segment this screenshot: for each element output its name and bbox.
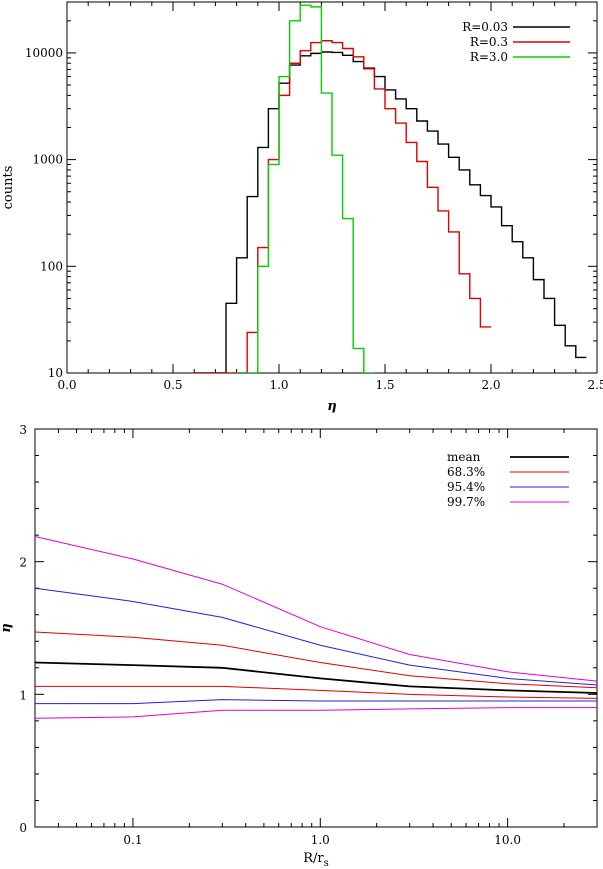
x-tick-label: 1.0 bbox=[269, 378, 288, 392]
y-tick-label: 3 bbox=[19, 423, 27, 437]
legend-label: R=3.0 bbox=[470, 50, 508, 64]
legend-label: R=0.03 bbox=[462, 20, 508, 34]
x-tick-label: 0.0 bbox=[57, 378, 76, 392]
x-tick-label: 2.5 bbox=[587, 378, 603, 392]
series-line-95.4% bbox=[35, 699, 597, 705]
plot-frame bbox=[34, 428, 598, 828]
series-line-R=3.0 bbox=[236, 4, 375, 373]
plot-frame bbox=[66, 1, 598, 374]
x-axis-label: R/rs bbox=[303, 851, 329, 869]
x-tick-label: 1.0 bbox=[311, 833, 330, 847]
x-tick-label: 1.5 bbox=[375, 378, 394, 392]
y-tick-label: 1 bbox=[19, 688, 27, 702]
x-tick-label: 0.1 bbox=[123, 833, 142, 847]
y-tick-label: 10 bbox=[48, 366, 63, 380]
legend-label: 68.3% bbox=[447, 465, 485, 479]
legend-label: 95.4% bbox=[447, 480, 485, 494]
y-axis-label: η bbox=[0, 623, 14, 632]
series-line-95.4% bbox=[34, 587, 598, 686]
y-axis-label: counts bbox=[1, 166, 16, 210]
y-tick-label: 2 bbox=[19, 556, 27, 570]
series-line-99.7% bbox=[34, 535, 598, 682]
series-line-99.7% bbox=[34, 707, 597, 719]
legend-label: 99.7% bbox=[447, 495, 485, 509]
y-tick-label: 100 bbox=[40, 259, 63, 273]
histogram-panel: 0.0 0.5 1.0 1.5 2.0 2.5 10 100 1000 10000 η counts R… bbox=[1, 1, 603, 414]
series-line-mean bbox=[34, 661, 598, 694]
x-tick-label: 10.0 bbox=[494, 833, 521, 847]
series-line-R=0.3 bbox=[194, 40, 491, 373]
x-tick-label: 2.0 bbox=[481, 378, 500, 392]
series-line-68.3% bbox=[34, 631, 598, 689]
x-axis-label: η bbox=[327, 399, 336, 414]
x-tick-label: 0.5 bbox=[163, 378, 182, 392]
y-tick-label: 0 bbox=[19, 821, 27, 835]
legend-label: R=0.3 bbox=[470, 35, 508, 49]
series-line-R=0.03 bbox=[194, 51, 587, 373]
y-tick-label: 10000 bbox=[25, 46, 63, 60]
series-line-68.3% bbox=[35, 685, 598, 699]
legend-label: mean bbox=[447, 450, 481, 464]
y-tick-label: 1000 bbox=[32, 153, 63, 167]
